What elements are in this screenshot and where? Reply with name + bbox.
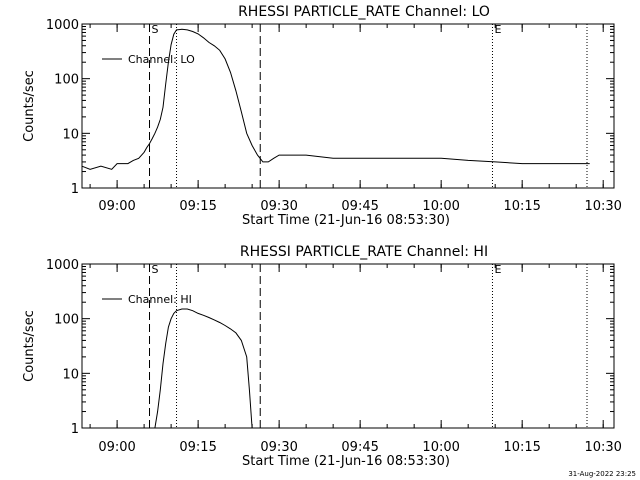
x-tick-label: 09:15 [179,440,216,455]
x-tick-label: 10:15 [503,199,540,214]
generation-timestamp: 31-Aug-2022 23:25 [568,470,636,478]
hi-rate-series-line [154,308,253,429]
x-tick-label: 09:45 [341,440,378,455]
x-tick-label: 09:15 [179,199,216,214]
hi-channel-panel: RHESSI PARTICLE_RATE Channel: HI 1 10 100 10… [22,244,622,469]
time-marker-label: S [152,23,159,36]
lo-rate-series-line [81,28,590,170]
y-tick-label: 1 [71,182,79,197]
x-tick-label: 10:00 [422,440,459,455]
y-tick-label: 100 [54,313,79,328]
x-tick-label: 10:30 [584,440,621,455]
y-tick-label: 1000 [46,18,79,33]
chart-title: RHESSI PARTICLE_RATE Channel: LO [238,4,490,20]
x-tick-label: 09:30 [260,199,297,214]
time-marker-label: E [494,23,501,36]
plot-frame [81,263,615,429]
plot-frame [81,23,615,189]
y-tick-label: 100 [54,73,79,88]
x-tick-label: 09:00 [98,440,135,455]
y-tick-label: 1000 [46,258,79,273]
y-axis-label: Counts/sec [22,310,37,382]
lo-channel-panel: RHESSI PARTICLE_RATE Channel: LO 1 10 100 10… [22,4,622,228]
y-axis-label: Counts/sec [22,70,37,142]
time-marker-label: E [494,263,501,276]
x-axis-label: Start Time (21-Jun-16 08:53:30) [242,454,450,469]
x-tick-label: 10:15 [503,440,540,455]
x-axis-label: Start Time (21-Jun-16 08:53:30) [242,213,450,228]
x-tick-label: 10:00 [422,199,459,214]
chart-title: RHESSI PARTICLE_RATE Channel: HI [240,244,488,260]
y-tick-label: 10 [62,367,79,382]
legend-entry-label: Channel: LO [128,53,195,66]
x-tick-label: 09:00 [98,199,135,214]
x-tick-label: 09:30 [260,440,297,455]
y-tick-label: 10 [62,127,79,142]
time-marker-label: S [152,263,159,276]
x-tick-label: 10:30 [584,199,621,214]
x-tick-label: 09:45 [341,199,378,214]
y-tick-label: 1 [71,422,79,437]
legend-entry-label: Channel: HI [128,293,192,306]
